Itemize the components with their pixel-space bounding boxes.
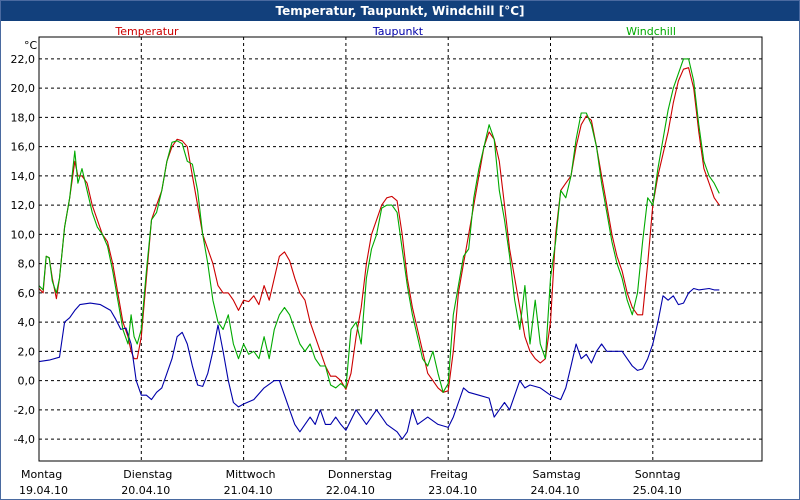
y-tick-label: 4,0 — [18, 316, 36, 329]
x-tick-date: 24.04.10 — [531, 484, 580, 497]
grid — [39, 37, 762, 461]
y-tick-label: 22,0 — [11, 53, 36, 66]
series-line-temperatur — [38, 67, 720, 393]
x-tick-date: 22.04.10 — [326, 484, 375, 497]
legend: Temperatur Taupunkt Windchill — [114, 25, 676, 38]
x-tick-day: Sonntag — [635, 468, 681, 481]
x-tick-day: Donnerstag — [328, 468, 392, 481]
y-axis: 22,0 20,0 18,0 16,0 14,0 12,0 10,0 8,0 6,0 4,0 2,0… — [11, 53, 36, 446]
y-tick-label: 20,0 — [11, 82, 36, 95]
x-tick-day: Freitag — [430, 468, 468, 481]
legend-windchill: Windchill — [626, 25, 676, 38]
y-tick-label: -4,0 — [14, 433, 35, 446]
x-tick-day: Montag — [21, 468, 62, 481]
legend-temperatur: Temperatur — [114, 25, 179, 38]
plot-frame — [38, 36, 763, 462]
y-tick-label: 16,0 — [11, 141, 36, 154]
x-tick-date: 20.04.10 — [121, 484, 170, 497]
x-tick-day: Samstag — [533, 468, 581, 481]
series-line-windchill — [38, 58, 720, 393]
x-axis: Montag 19.04.10 Dienstag 20.04.10 Mittwoch 21… — [19, 468, 682, 497]
y-tick-label: 2,0 — [18, 345, 36, 358]
y-tick-label: 6,0 — [18, 287, 36, 300]
y-tick-label: 18,0 — [11, 111, 36, 124]
legend-taupunkt: Taupunkt — [372, 25, 424, 38]
x-tick-date: 25.04.10 — [633, 484, 682, 497]
y-tick-label: 0,0 — [18, 375, 36, 388]
plot-area — [38, 58, 720, 440]
y-axis-label: °C — [24, 39, 38, 52]
x-tick-date: 19.04.10 — [19, 484, 68, 497]
y-tick-label: -2,0 — [14, 404, 35, 417]
x-tick-date: 23.04.10 — [428, 484, 477, 497]
y-tick-label: 10,0 — [11, 228, 36, 241]
x-tick-day: Dienstag — [123, 468, 172, 481]
series-line-taupunkt — [38, 287, 720, 440]
y-tick-label: 12,0 — [11, 199, 36, 212]
y-tick-label: 8,0 — [18, 258, 36, 271]
y-tick-label: 14,0 — [11, 170, 36, 183]
x-tick-date: 21.04.10 — [224, 484, 273, 497]
x-tick-day: Mittwoch — [226, 468, 276, 481]
chart-title: Temperatur, Taupunkt, Windchill [°C] — [1, 1, 799, 21]
